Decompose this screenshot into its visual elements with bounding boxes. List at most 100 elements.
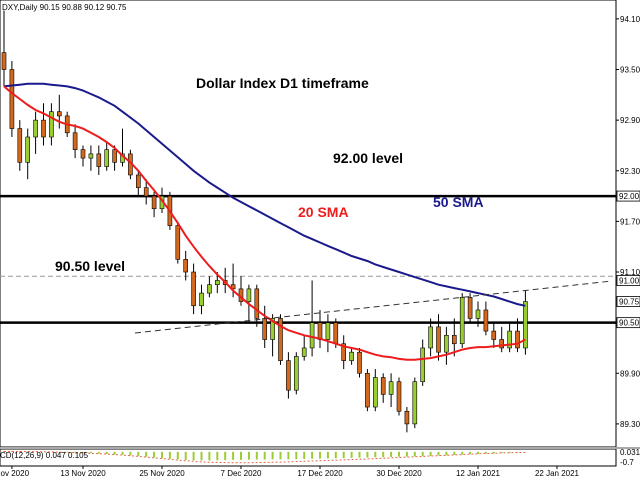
candle-body — [412, 381, 418, 425]
candle-body — [286, 360, 291, 391]
sma50-line — [3, 82, 526, 307]
candle — [404, 407, 410, 433]
candle — [507, 322, 512, 353]
candle — [372, 369, 378, 412]
candle-body — [17, 128, 23, 163]
candle — [412, 377, 418, 429]
candle — [475, 301, 481, 327]
candle-body — [183, 259, 188, 273]
candle-body — [96, 153, 102, 167]
candle — [175, 221, 181, 264]
price-labels: 92.00 91.00 90.75 90.50 — [616, 190, 640, 329]
candle-body — [333, 322, 339, 345]
candle — [80, 145, 86, 167]
candle — [451, 318, 457, 357]
y-tick-label: 93.50 — [620, 66, 640, 75]
candle — [436, 314, 441, 361]
candle — [491, 322, 497, 348]
candle-body — [191, 271, 196, 307]
candle-body — [372, 377, 378, 408]
candle-body — [215, 280, 220, 285]
macd-indicator: 0.031-0.7 — [3, 448, 640, 467]
candle-body — [349, 351, 354, 361]
candle-body — [143, 187, 149, 197]
y-tick-label: 91.70 — [620, 217, 640, 226]
y-tick-label: 92.90 — [620, 116, 640, 125]
candle-body — [325, 322, 331, 340]
candle — [365, 369, 370, 412]
macd-plot-frame — [0, 448, 617, 467]
main-plot-frame — [0, 0, 617, 448]
annotation-9050-level: 90.50 level — [55, 258, 125, 274]
candle — [420, 339, 426, 386]
candle-body — [507, 330, 512, 349]
moving-averages — [3, 82, 526, 361]
y-tick-label: 89.30 — [620, 420, 640, 429]
y-tick-label: 89.90 — [620, 369, 640, 378]
price-label-box — [616, 317, 640, 329]
candle-body — [33, 119, 38, 138]
x-tick-label: 17 Dec 2020 — [297, 469, 343, 478]
candle — [191, 263, 196, 315]
candle-body — [9, 69, 15, 129]
candle-body — [80, 149, 86, 159]
horizontal-levels[interactable] — [0, 194, 616, 324]
candle-body — [151, 195, 157, 210]
candle-body — [420, 347, 426, 383]
candle — [325, 314, 331, 353]
candle — [483, 301, 489, 336]
price-label-text: 91.00 — [619, 276, 640, 285]
candle-body — [436, 326, 441, 353]
candle-body — [309, 322, 315, 349]
price-label-text: 90.75 — [619, 298, 640, 307]
candle — [143, 179, 149, 205]
candle — [428, 318, 433, 357]
candle-body — [515, 330, 520, 349]
candle — [278, 314, 283, 365]
candle-body — [428, 326, 433, 349]
x-tick-label: 13 Nov 2020 — [60, 469, 106, 478]
candle-body — [25, 136, 31, 163]
candle — [41, 103, 46, 146]
candle — [151, 191, 157, 218]
candle — [357, 347, 362, 378]
candle-body — [365, 372, 370, 408]
candle-body — [278, 318, 283, 361]
candle — [49, 103, 54, 146]
candle-body — [1, 52, 7, 70]
candle-body — [136, 174, 141, 188]
candle-body — [396, 381, 402, 412]
x-tick-label: 25 Nov 2020 — [139, 469, 185, 478]
candle — [17, 120, 23, 171]
x-tick-label: 7 Dec 2020 — [221, 469, 262, 478]
price-label: 91.00 — [616, 275, 640, 286]
candle-body — [499, 339, 505, 349]
candle — [72, 124, 78, 159]
candle-body — [207, 284, 212, 294]
price-label-text: 90.50 — [619, 319, 640, 328]
x-tick-label: 30 Dec 2020 — [376, 469, 422, 478]
symbol-info: DXY,Daily 90.15 90.88 90.12 90.75 — [2, 3, 127, 12]
candle-body — [112, 149, 117, 163]
price-label-box — [616, 296, 640, 307]
candle — [183, 250, 188, 281]
candle — [207, 276, 212, 298]
candle — [301, 335, 307, 361]
y-tick-label: 91.10 — [620, 268, 640, 277]
candle-body — [270, 318, 275, 340]
candle — [499, 326, 505, 353]
candle — [459, 293, 465, 348]
candle-body — [72, 132, 78, 150]
x-tick-label: 12 Jan 2021 — [456, 469, 501, 478]
price-label-box — [616, 190, 640, 202]
candle-body — [341, 343, 347, 361]
candle-body — [301, 347, 307, 357]
candle-body — [404, 410, 410, 425]
candle-body — [254, 288, 260, 319]
price-label: 92.00 — [616, 190, 640, 202]
candle-body — [451, 335, 457, 345]
price-label-box — [616, 275, 640, 286]
candle-body — [317, 322, 323, 340]
candle-body — [357, 351, 362, 374]
